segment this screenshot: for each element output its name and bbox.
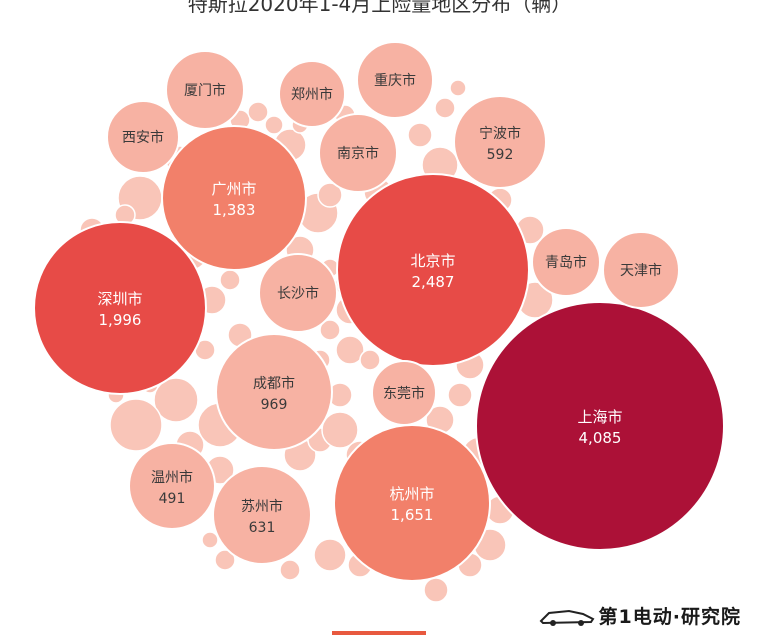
bubble-value-label: 1,383 bbox=[213, 201, 256, 219]
bubble-value-label: 969 bbox=[261, 397, 288, 413]
filler-bubble bbox=[279, 559, 301, 581]
chart-title: 特斯拉2020年1-4月上险量地区分布（辆） bbox=[187, 0, 572, 16]
bubble-13[interactable]: 西安市 bbox=[106, 100, 180, 174]
bubble-circle[interactable] bbox=[453, 95, 547, 189]
bubble-6[interactable]: 成都市 969 bbox=[215, 333, 333, 451]
bubble-city-label: 成都市 bbox=[253, 375, 295, 392]
bubble-circle[interactable] bbox=[336, 173, 530, 367]
bubble-city-label: 长沙市 bbox=[277, 285, 319, 302]
bubble-18[interactable]: 天津市 bbox=[602, 231, 680, 309]
filler-bubble bbox=[449, 79, 467, 97]
bubble-circle[interactable] bbox=[371, 360, 437, 426]
brand-logo: 第1电动·研究院 bbox=[539, 602, 741, 629]
car-logo-icon bbox=[539, 609, 595, 626]
bubble-circle[interactable] bbox=[128, 442, 216, 530]
bubble-city-label: 温州市 bbox=[151, 469, 193, 486]
filler-bubble bbox=[359, 349, 381, 371]
bubble-city-label: 郑州市 bbox=[291, 86, 333, 103]
bubble-14[interactable]: 厦门市 bbox=[165, 50, 245, 130]
bubble-15[interactable]: 郑州市 bbox=[278, 60, 346, 128]
bubble-3[interactable]: 深圳市 1,996 bbox=[33, 221, 207, 395]
bubble-circle[interactable] bbox=[531, 227, 601, 297]
bubble-city-label: 深圳市 bbox=[97, 290, 142, 308]
bubble-value-label: 2,487 bbox=[412, 273, 455, 291]
bubble-city-label: 厦门市 bbox=[184, 82, 226, 99]
filler-bubble bbox=[434, 97, 456, 119]
bubble-city-label: 宁波市 bbox=[479, 125, 521, 142]
bubble-16[interactable]: 重庆市 bbox=[356, 41, 434, 119]
bubble-value-label: 1,996 bbox=[99, 311, 142, 329]
bubble-2[interactable]: 北京市 2,487 bbox=[336, 173, 530, 367]
bubble-value-label: 592 bbox=[487, 147, 514, 163]
bubble-value-label: 4,085 bbox=[579, 429, 622, 447]
bubble-circle[interactable] bbox=[212, 465, 312, 565]
bubble-circle[interactable] bbox=[161, 125, 307, 271]
bubble-city-label: 青岛市 bbox=[545, 254, 587, 271]
bubble-circle[interactable] bbox=[318, 113, 398, 193]
bubble-circle[interactable] bbox=[356, 41, 434, 119]
city-bubbles: 上海市 4,085 北京市 2,487 深圳市 1,996 杭州市 1,651 广州市 1,383… bbox=[33, 41, 725, 582]
bubble-8[interactable]: 宁波市 592 bbox=[453, 95, 547, 189]
bubble-1[interactable]: 上海市 4,085 bbox=[475, 301, 725, 551]
bubble-circle[interactable] bbox=[602, 231, 680, 309]
filler-bubble bbox=[214, 549, 236, 571]
bubble-circle[interactable] bbox=[215, 333, 333, 451]
bubble-4[interactable]: 杭州市 1,651 bbox=[333, 424, 491, 582]
bubble-value-label: 631 bbox=[249, 520, 276, 536]
filler-bubble bbox=[247, 101, 269, 123]
filler-bubble bbox=[447, 382, 473, 408]
bubble-7[interactable]: 苏州市 631 bbox=[212, 465, 312, 565]
filler-bubble bbox=[423, 577, 449, 603]
bubble-12[interactable]: 东莞市 bbox=[371, 360, 437, 426]
bubble-circle[interactable] bbox=[278, 60, 346, 128]
filler-bubble bbox=[313, 538, 347, 572]
bubble-11[interactable]: 南京市 bbox=[318, 113, 398, 193]
filler-bubble bbox=[321, 411, 359, 449]
filler-bubble bbox=[335, 335, 365, 365]
bubble-city-label: 天津市 bbox=[620, 262, 662, 279]
bubble-city-label: 重庆市 bbox=[374, 72, 416, 89]
bubble-circle[interactable] bbox=[333, 424, 491, 582]
bubble-17[interactable]: 青岛市 bbox=[531, 227, 601, 297]
bubble-value-label: 491 bbox=[159, 491, 186, 507]
bubble-city-label: 广州市 bbox=[211, 180, 256, 198]
filler-bubble bbox=[407, 122, 433, 148]
filler-bubble bbox=[201, 531, 219, 549]
filler-bubble bbox=[219, 269, 241, 291]
bubble-circle[interactable] bbox=[33, 221, 207, 395]
bubble-5[interactable]: 广州市 1,383 bbox=[161, 125, 307, 271]
filler-bubble bbox=[153, 377, 199, 423]
bubble-circle[interactable] bbox=[165, 50, 245, 130]
bubble-value-label: 1,651 bbox=[391, 506, 434, 524]
bubble-city-label: 杭州市 bbox=[389, 485, 434, 503]
bubble-circle[interactable] bbox=[106, 100, 180, 174]
bubble-10[interactable]: 长沙市 bbox=[258, 253, 338, 333]
bottom-accent-bar bbox=[332, 631, 426, 635]
bubble-city-label: 苏州市 bbox=[241, 498, 283, 515]
bubble-city-label: 北京市 bbox=[410, 252, 455, 270]
filler-bubble bbox=[264, 115, 284, 135]
bubble-9[interactable]: 温州市 491 bbox=[128, 442, 216, 530]
bubble-city-label: 西安市 bbox=[122, 129, 164, 146]
logo-text: 第1电动·研究院 bbox=[598, 606, 741, 628]
bubble-city-label: 上海市 bbox=[577, 408, 622, 426]
filler-bubble bbox=[109, 398, 163, 452]
bubble-city-label: 南京市 bbox=[337, 145, 379, 162]
bubble-circle[interactable] bbox=[258, 253, 338, 333]
filler-bubble bbox=[319, 319, 341, 341]
bubble-city-label: 东莞市 bbox=[383, 385, 425, 402]
bubble-circle[interactable] bbox=[475, 301, 725, 551]
filler-bubble bbox=[317, 182, 343, 208]
